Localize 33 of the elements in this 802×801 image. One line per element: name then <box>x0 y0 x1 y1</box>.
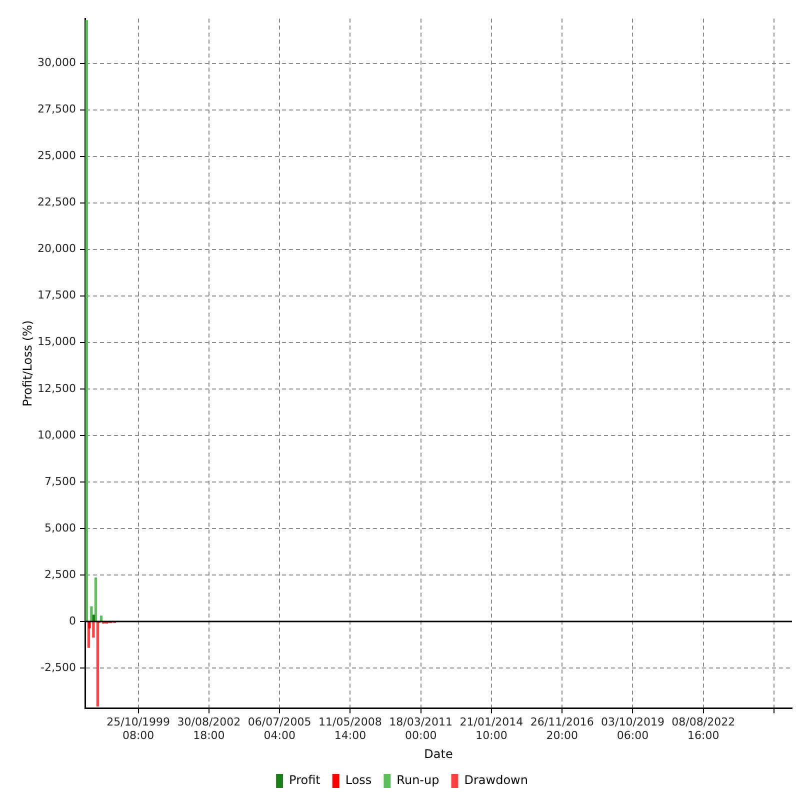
legend-label: Profit <box>289 773 321 788</box>
y-tick-label: 7,500 <box>44 474 76 488</box>
y-tick-label: 20,000 <box>38 242 76 256</box>
y-axis-title: Profit/Loss (%) <box>20 320 34 407</box>
y-tick-label: 12,500 <box>38 382 76 395</box>
y-tick-label: 10,000 <box>38 428 76 442</box>
y-tick-label: 5,000 <box>44 521 76 534</box>
y-tick-label: 30,000 <box>38 56 76 70</box>
bar <box>96 622 100 706</box>
x-tick-label: 08/08/2022 16:00 <box>672 716 736 742</box>
x-tick-label: 03/10/2019 06:00 <box>601 716 664 742</box>
x-tick-label: 25/10/1999 08:00 <box>106 716 170 742</box>
legend-label: Loss <box>345 773 372 788</box>
legend-label: Run-up <box>396 773 440 788</box>
y-tick-label: -2,500 <box>40 660 76 674</box>
y-tick-label: 0 <box>69 614 76 628</box>
bar <box>85 20 88 622</box>
x-tick-label: 18/03/2011 00:00 <box>389 716 453 742</box>
x-tick-label: 26/11/2016 20:00 <box>530 716 594 742</box>
y-tick-label: 17,500 <box>38 288 76 302</box>
y-tick-label: 22,500 <box>38 196 76 209</box>
x-tick-label: 30/08/2002 18:00 <box>177 716 241 742</box>
x-axis-title: Date <box>424 746 453 761</box>
bar <box>94 577 98 622</box>
legend-label: Drawdown <box>464 773 528 788</box>
y-tick-label: 15,000 <box>38 335 76 348</box>
y-tick-label: 27,500 <box>38 102 76 116</box>
x-tick-label: 21/01/2014 10:00 <box>460 716 524 742</box>
y-tick-label: 2,500 <box>44 568 76 581</box>
x-tick-label: 11/05/2008 14:00 <box>318 716 382 742</box>
y-tick-label: 25,000 <box>38 149 76 162</box>
bar <box>88 622 91 628</box>
x-tick-label: 06/07/2005 04:00 <box>248 716 312 742</box>
